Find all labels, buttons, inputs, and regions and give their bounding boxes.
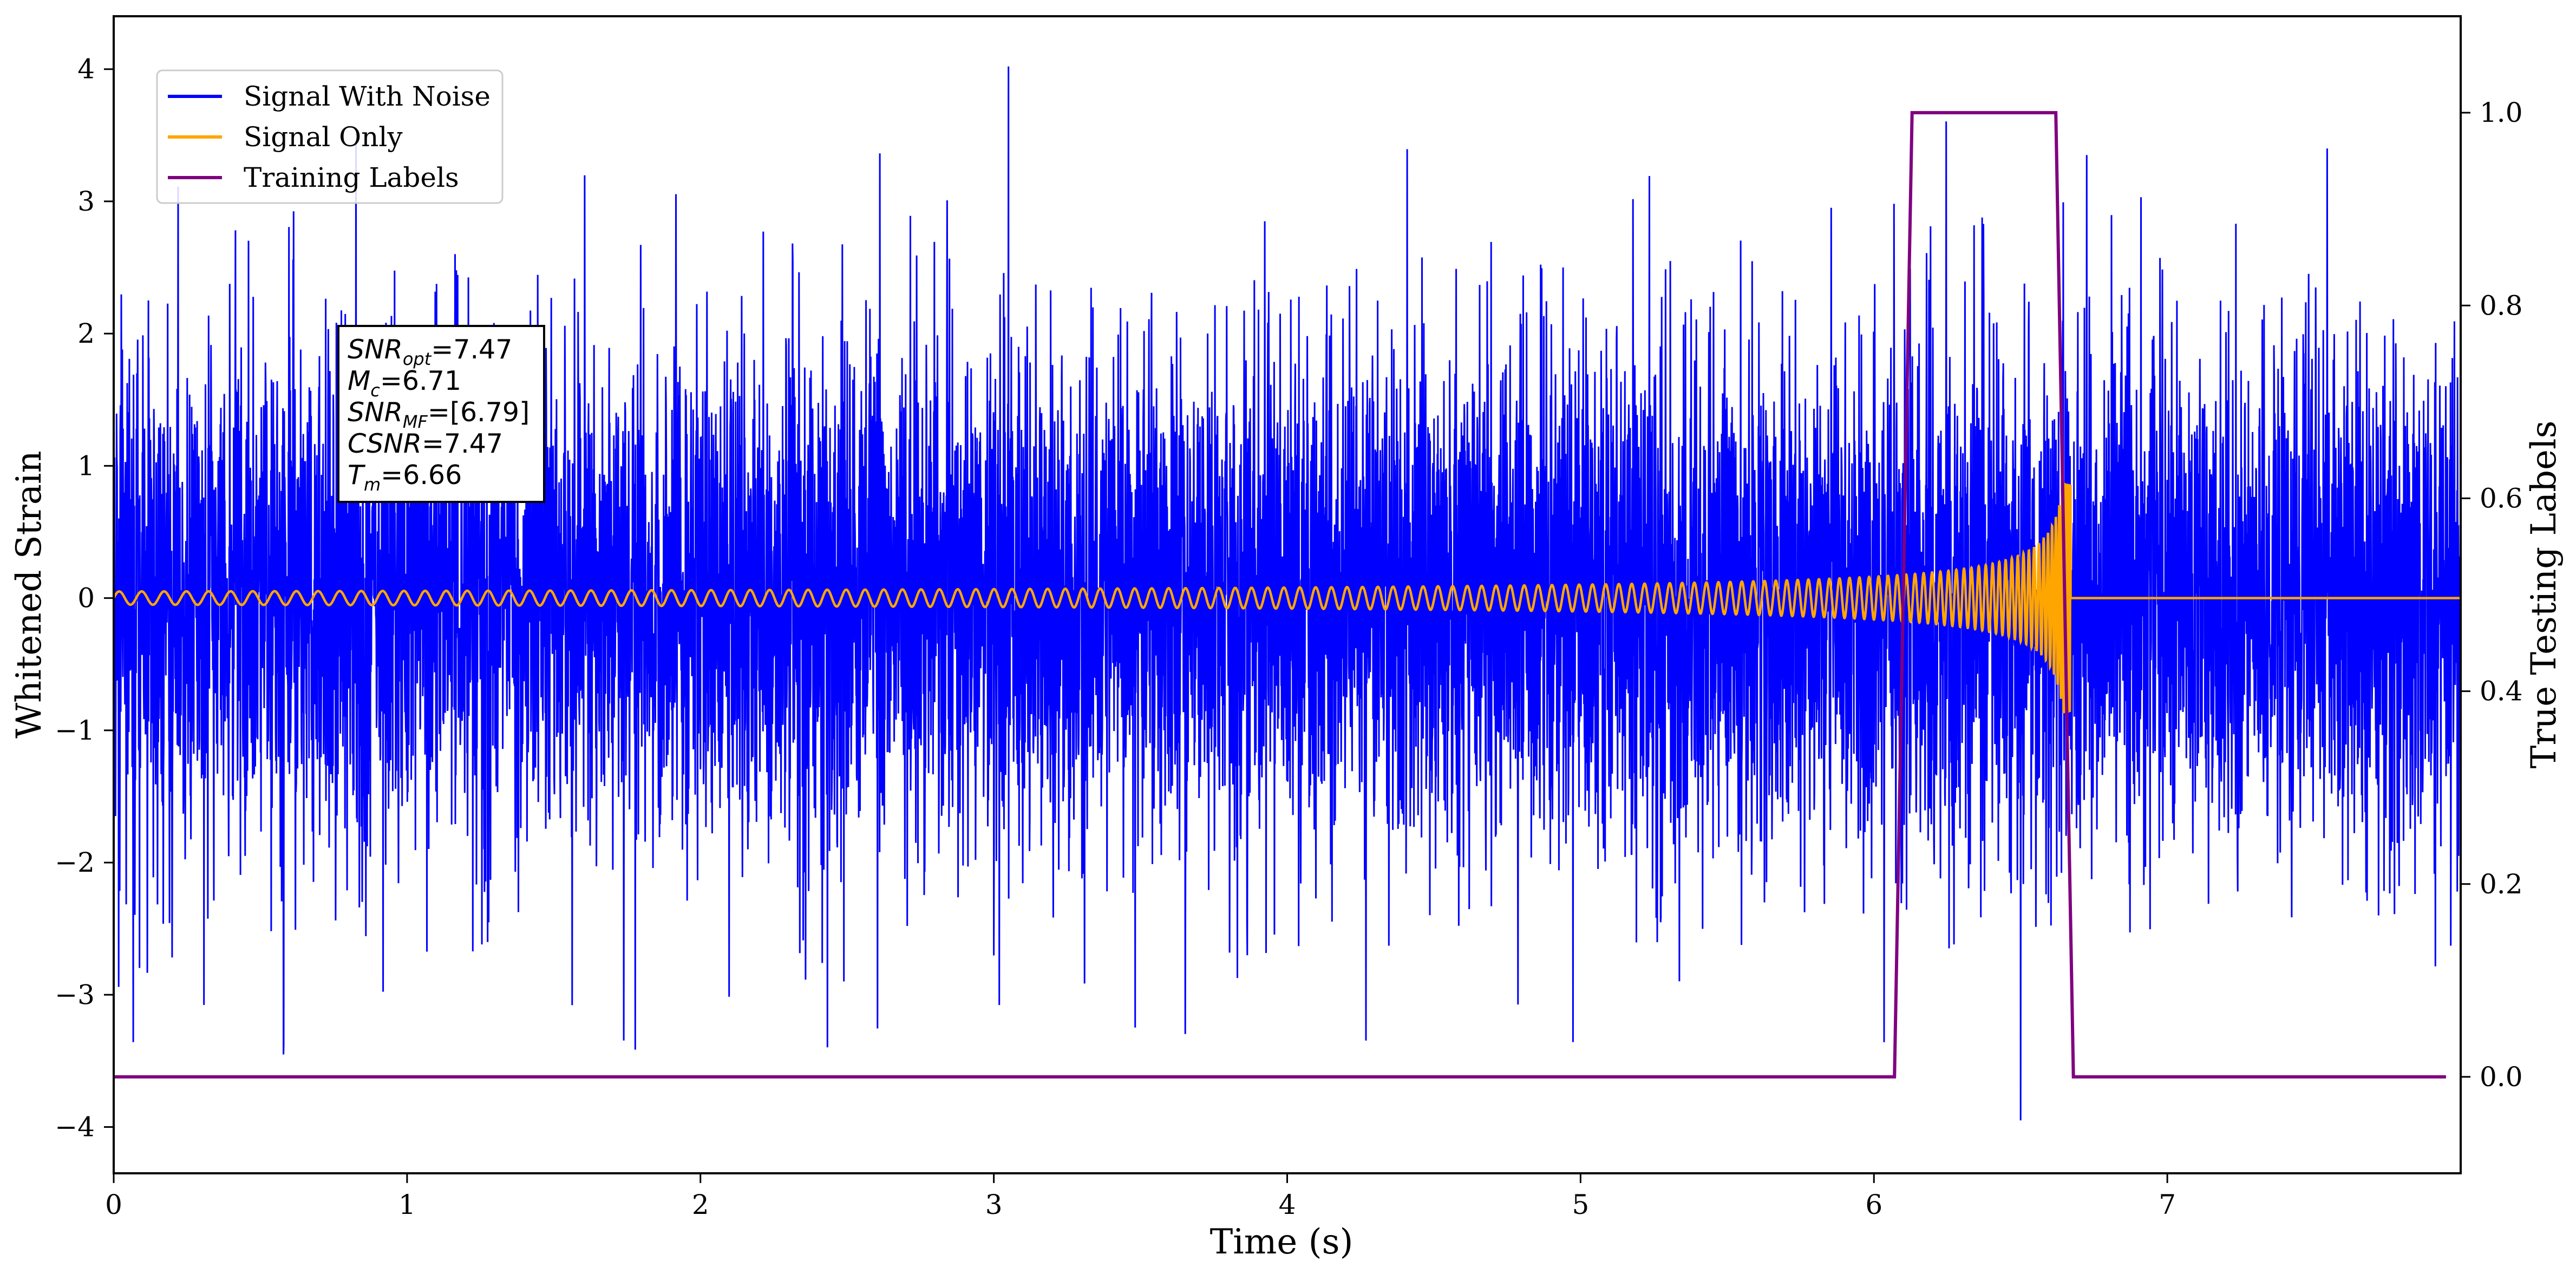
x-tick-label: 0 — [105, 1189, 122, 1220]
x-tick-label: 4 — [1279, 1189, 1296, 1220]
x-tick-label: 5 — [1572, 1189, 1589, 1220]
y2-tick-label: 0.6 — [2480, 482, 2523, 514]
legend-label-signal-with-noise: Signal With Noise — [244, 81, 491, 112]
y-tick-label: −3 — [55, 979, 95, 1010]
x-axis: 0 1 2 3 4 5 6 7 — [105, 1173, 2176, 1220]
y2-tick-label: 1.0 — [2480, 97, 2523, 128]
annotation-line-snr-mf: SNRMF=[6.79] — [348, 397, 529, 432]
y-tick-label: 1 — [77, 450, 95, 481]
snr-annotation-box: SNRopt=7.47 Mc=6.71 SNRMF=[6.79] CSNR=7.… — [337, 325, 545, 503]
plot-area — [114, 66, 2461, 1121]
x-axis-title: Time (s) — [1210, 1222, 1354, 1262]
y-axis-right: 0.0 0.2 0.4 0.6 0.8 1.0 — [2461, 97, 2523, 1093]
y-axis-title: Whitened Strain — [9, 450, 49, 738]
y-tick-label: −4 — [55, 1112, 95, 1143]
legend-box — [156, 69, 504, 204]
x-tick-label: 6 — [1865, 1189, 1882, 1220]
y-axis-left: −4 −3 −2 −1 0 1 2 3 4 — [55, 54, 114, 1143]
legend: Signal With Noise Signal Only Training L… — [156, 69, 504, 204]
annotation-line-snr-opt: SNRopt=7.47 — [348, 334, 512, 369]
annotation-line-tm: Tm=6.66 — [348, 460, 462, 495]
x-tick-label: 7 — [2159, 1189, 2176, 1220]
y2-axis-title: True Testing Labels — [2524, 421, 2564, 769]
y-tick-label: 0 — [77, 583, 95, 614]
x-tick-label: 3 — [985, 1189, 1003, 1220]
x-tick-label: 2 — [692, 1189, 709, 1220]
annotation-line-csnr: CSNR=7.47 — [348, 428, 503, 459]
y2-tick-label: 0.0 — [2480, 1061, 2523, 1093]
annotation-border — [337, 325, 545, 503]
annotation-line-mc: Mc=6.71 — [348, 365, 461, 401]
y-tick-label: −1 — [55, 715, 95, 746]
y-tick-label: −2 — [55, 847, 95, 878]
legend-label-training-labels: Training Labels — [244, 162, 459, 193]
legend-label-signal-only: Signal Only — [244, 121, 403, 153]
y-tick-label: 4 — [77, 54, 95, 85]
y2-tick-label: 0.4 — [2480, 676, 2523, 707]
y2-tick-label: 0.8 — [2480, 290, 2523, 321]
series-line-signal-only — [114, 482, 2461, 714]
y-tick-label: 3 — [77, 186, 95, 217]
x-tick-label: 1 — [398, 1189, 416, 1220]
y2-tick-label: 0.2 — [2480, 868, 2523, 900]
y-tick-label: 2 — [77, 318, 95, 349]
series-line-training-labels — [114, 111, 2446, 1079]
